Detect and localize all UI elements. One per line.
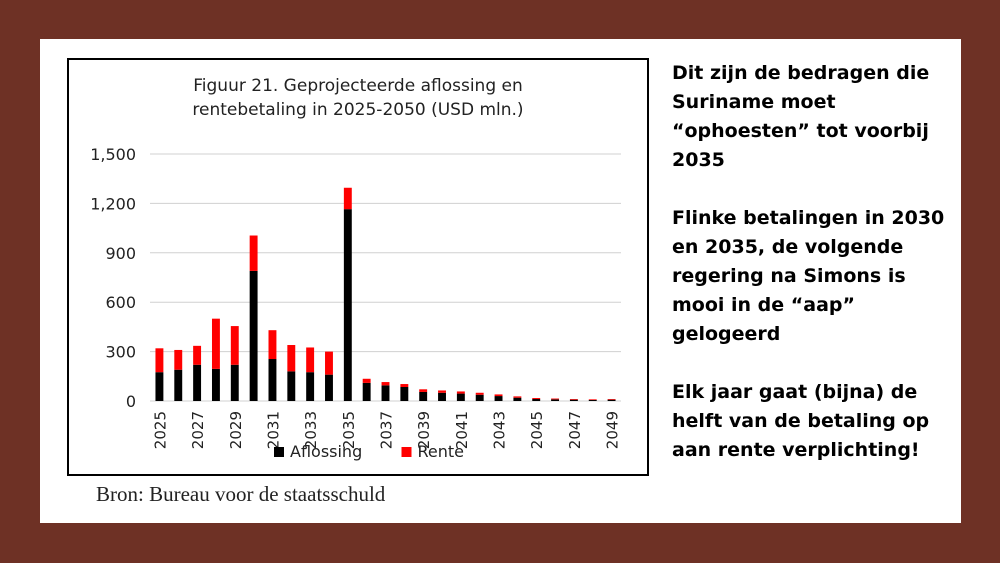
bar-aflossing-2046 <box>551 399 560 401</box>
bar-rente-2048 <box>588 399 597 401</box>
y-tick-label: 900 <box>105 244 136 263</box>
bar-aflossing-2035 <box>343 209 352 401</box>
bar-aflossing-2034 <box>325 374 333 401</box>
bar-aflossing-2027 <box>193 364 202 401</box>
y-tick-label: 0 <box>126 392 136 411</box>
bar-aflossing-2025 <box>155 372 164 401</box>
bar-rente-2039 <box>419 389 428 392</box>
bar-rente-2025 <box>155 348 164 373</box>
bar-aflossing-2048 <box>588 400 597 401</box>
x-tick-label: 2039 <box>415 411 433 449</box>
bar-rente-2030 <box>249 235 258 271</box>
bar-rente-2043 <box>494 394 503 397</box>
bar-rente-2036 <box>362 378 371 383</box>
bar-aflossing-2033 <box>306 372 315 401</box>
bar-rente-2026 <box>174 349 183 370</box>
bar-rente-2049 <box>607 399 616 400</box>
y-tick-label: 1,500 <box>90 145 136 164</box>
bar-rente-2041 <box>456 391 465 394</box>
chart-title-line-2: rentebetaling in 2025-2050 (USD mln.) <box>192 100 524 120</box>
x-tick-label: 2041 <box>453 411 471 449</box>
x-tick-label: 2027 <box>189 411 207 449</box>
legend-label-rente: Rente <box>418 442 465 461</box>
bar-aflossing-2044 <box>513 397 522 401</box>
note-2: Flinke betalingen in 2030 en 2035, de vo… <box>672 207 951 345</box>
bar-rente-2031 <box>268 330 277 360</box>
notes-panel: Dit zijn de bedragen die Suriname moet “… <box>672 59 952 494</box>
y-tick-label: 300 <box>105 343 136 362</box>
bar-aflossing-2045 <box>532 399 541 401</box>
legend-swatch-aflossing <box>274 447 284 457</box>
bar-aflossing-2043 <box>494 396 503 401</box>
bar-aflossing-2031 <box>268 359 277 401</box>
bar-rente-2044 <box>513 396 522 398</box>
slide: Figuur 21. Geprojecteerde aflossing en r… <box>40 39 961 523</box>
bar-rente-2047 <box>569 399 578 400</box>
bar-rente-2035 <box>343 187 352 210</box>
bar-aflossing-2047 <box>569 399 578 401</box>
bar-rente-2040 <box>438 390 446 393</box>
chart-title: Figuur 21. Geprojecteerde aflossing en r… <box>69 74 647 122</box>
x-tick-label: 2037 <box>378 411 396 449</box>
bar-rente-2038 <box>400 384 409 388</box>
x-tick-label: 2029 <box>227 411 245 449</box>
bar-aflossing-2029 <box>230 364 239 401</box>
bar-aflossing-2032 <box>287 371 296 401</box>
bar-aflossing-2041 <box>456 393 465 401</box>
note-1: Dit zijn de bedragen die Suriname moet “… <box>672 62 936 171</box>
bar-chart: 0 300 600 900 1,200 1,500 2025 2027 2029 2031 2033… <box>90 145 622 461</box>
bar-aflossing-2042 <box>475 394 484 401</box>
bar-rente-2032 <box>287 345 296 372</box>
bar-rente-2034 <box>325 351 333 375</box>
bar-rente-2037 <box>381 382 390 386</box>
x-tick-label: 2035 <box>340 411 358 449</box>
legend-swatch-rente <box>401 447 412 457</box>
bar-aflossing-2026 <box>174 369 183 401</box>
x-tick-label: 2031 <box>264 411 282 449</box>
bar-aflossing-2036 <box>362 382 371 401</box>
chart-title-line-1: Figuur 21. Geprojecteerde aflossing en <box>193 76 523 96</box>
bar-rente-2045 <box>532 398 541 400</box>
bar-rente-2027 <box>193 345 202 365</box>
x-tick-label: 2047 <box>566 411 584 449</box>
bar-rente-2029 <box>230 326 239 365</box>
legend-label-aflossing: Aflossing <box>290 442 362 461</box>
source-caption: Bron: Bureau voor de staatsschuld <box>96 482 386 506</box>
bar-rente-2046 <box>551 398 560 400</box>
bar-rente-2042 <box>475 392 484 395</box>
bar-rente-2028 <box>211 318 220 369</box>
bar-aflossing-2038 <box>400 387 409 401</box>
bar-aflossing-2049 <box>607 399 616 401</box>
bar-aflossing-2039 <box>419 391 428 401</box>
x-tick-label: 2049 <box>604 411 622 449</box>
x-tick-label: 2045 <box>528 411 546 449</box>
x-tick-label: 2043 <box>491 411 509 449</box>
y-tick-label: 1,200 <box>90 194 136 213</box>
bar-aflossing-2030 <box>249 270 258 401</box>
bar-aflossing-2037 <box>381 385 390 401</box>
bar-rente-2033 <box>306 347 315 373</box>
bar-aflossing-2028 <box>211 368 220 401</box>
chart-frame: Figuur 21. Geprojecteerde aflossing en r… <box>67 58 649 476</box>
x-tick-label: 2033 <box>302 411 320 449</box>
note-3: Elk jaar gaat (bijna) de helft van de be… <box>672 381 936 461</box>
x-tick-label: 2025 <box>151 411 169 449</box>
bar-aflossing-2040 <box>438 392 446 401</box>
y-tick-label: 600 <box>105 293 136 312</box>
